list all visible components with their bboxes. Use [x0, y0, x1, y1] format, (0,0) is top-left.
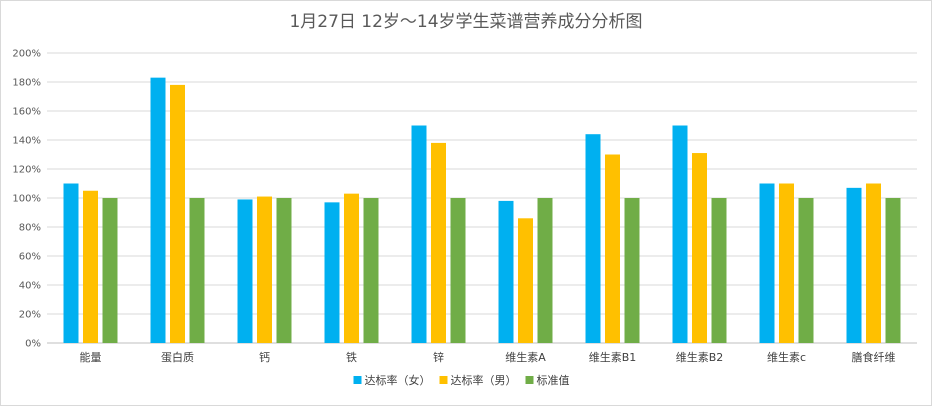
bar [189, 198, 205, 343]
y-tick-label: 180% [12, 78, 41, 89]
x-category-label: 锌 [433, 350, 444, 364]
bar [846, 187, 862, 343]
x-category-label: 维生素A [505, 350, 546, 364]
bar [324, 202, 340, 343]
x-category-label: 维生素B2 [676, 350, 724, 364]
bar [170, 84, 185, 344]
legend-swatch [439, 376, 448, 384]
bar [431, 142, 446, 343]
y-tick-label: 120% [12, 165, 41, 176]
y-tick-label: 160% [12, 107, 41, 118]
legend-label: 达标率（男） [451, 373, 517, 387]
bar [411, 125, 427, 343]
legend-swatch [353, 376, 362, 384]
y-tick-label: 40% [19, 281, 41, 292]
y-tick-label: 80% [19, 223, 41, 234]
bar [885, 198, 901, 343]
bar [672, 125, 688, 343]
y-tick-label: 20% [19, 310, 41, 321]
bar [63, 183, 79, 343]
x-category-label: 钙 [259, 350, 270, 364]
bar [257, 196, 272, 343]
bar [711, 198, 727, 343]
bar [779, 183, 794, 343]
bar [450, 198, 466, 343]
bar [237, 199, 253, 343]
x-category-label: 维生素B1 [589, 350, 637, 364]
legend: 达标率（女） 达标率（男） 标准值 [353, 373, 570, 387]
legend-label: 标准值 [537, 373, 570, 387]
bar [83, 190, 98, 343]
y-tick-label: 200% [12, 49, 41, 60]
legend-label: 达标率（女） [365, 373, 431, 387]
bar [537, 198, 553, 343]
x-category-label: 维生素c [767, 350, 806, 364]
bars [63, 77, 901, 344]
y-tick-label: 0% [25, 339, 41, 350]
legend-swatch [525, 376, 534, 384]
bar [605, 154, 620, 343]
bar [692, 153, 707, 343]
x-category-label: 铁 [346, 351, 357, 364]
bar [363, 198, 379, 343]
bar [585, 134, 601, 343]
y-axis-tick-labels: 0% 20% 40% 60% 80% 100% 120% 140% 160% 180% 200% [12, 49, 41, 350]
bar [518, 218, 533, 343]
bar [759, 183, 775, 343]
y-tick-label: 100% [12, 194, 41, 205]
y-tick-label: 60% [19, 252, 41, 263]
x-category-label: 能量 [80, 350, 102, 364]
bar [624, 198, 640, 343]
x-category-label: 膳食纤维 [852, 350, 896, 364]
x-axis-category-labels: 能量 蛋白质 钙 铁 锌 维生素A 维生素B1 维生素B2 维生素c 膳食纤维 [80, 350, 896, 364]
x-category-label: 蛋白质 [161, 350, 194, 364]
y-tick-label: 140% [12, 136, 41, 147]
chart-title: 1月27日 12岁～14岁学生菜谱营养成分分析图 [289, 12, 642, 32]
bar [150, 77, 166, 344]
bar [866, 183, 881, 343]
bar [276, 198, 292, 343]
bar [344, 193, 359, 343]
bar [798, 198, 814, 343]
bar [498, 200, 514, 343]
bar [102, 198, 118, 343]
